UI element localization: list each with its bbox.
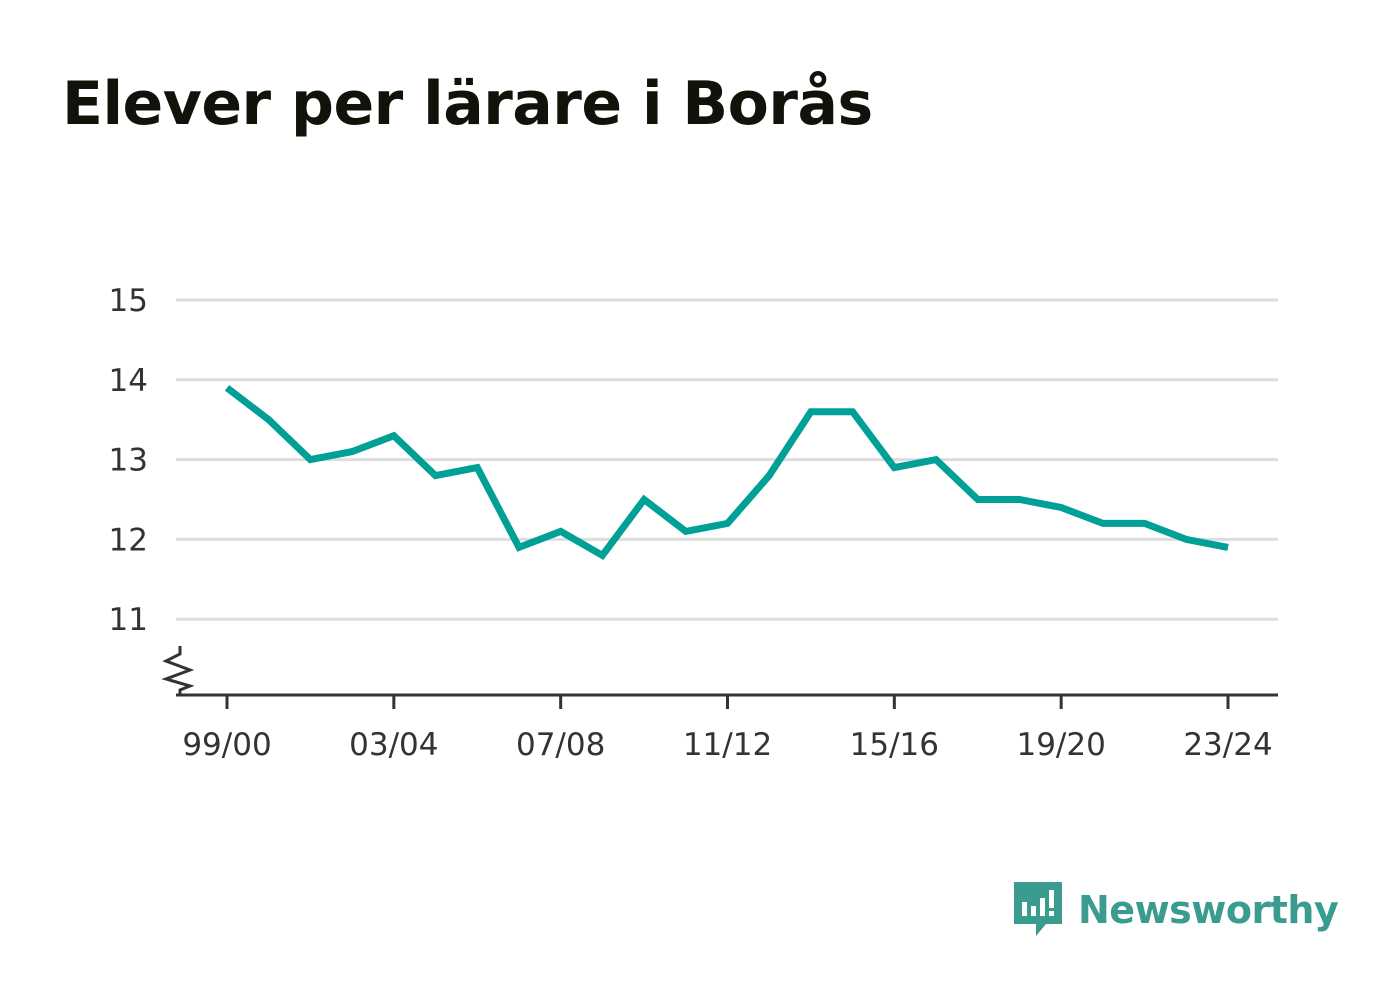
axis-break <box>161 646 195 695</box>
x-tick-label: 03/04 <box>349 727 438 763</box>
chart-title: Elever per lärare i Borås <box>62 69 873 139</box>
y-tick-label: 11 <box>109 602 148 638</box>
x-tick-label: 99/00 <box>182 727 271 763</box>
grid <box>176 298 1278 621</box>
brand-logo: Newsworthy <box>1012 880 1339 940</box>
y-tick-label: 15 <box>109 283 148 319</box>
x-tick-label: 23/24 <box>1183 727 1272 763</box>
brand-name: Newsworthy <box>1078 888 1339 932</box>
series <box>224 385 1229 560</box>
y-tick-label: 14 <box>109 363 148 399</box>
x-tick-label: 15/16 <box>850 727 939 763</box>
x-axis-ticks: 99/00 03/04 07/08 11/12 15/16 19/20 23/24 <box>182 695 1273 763</box>
y-tick-label: 13 <box>109 443 148 479</box>
y-tick-label: 12 <box>109 522 148 558</box>
y-axis-ticks: 11 12 13 14 15 <box>109 283 148 638</box>
x-tick-label: 19/20 <box>1016 727 1105 763</box>
x-axis <box>161 646 1278 697</box>
newsworthy-logo-icon <box>1014 882 1062 936</box>
series-line <box>224 385 1229 560</box>
x-tick-label: 07/08 <box>516 727 605 763</box>
x-tick-label: 11/12 <box>683 727 772 763</box>
